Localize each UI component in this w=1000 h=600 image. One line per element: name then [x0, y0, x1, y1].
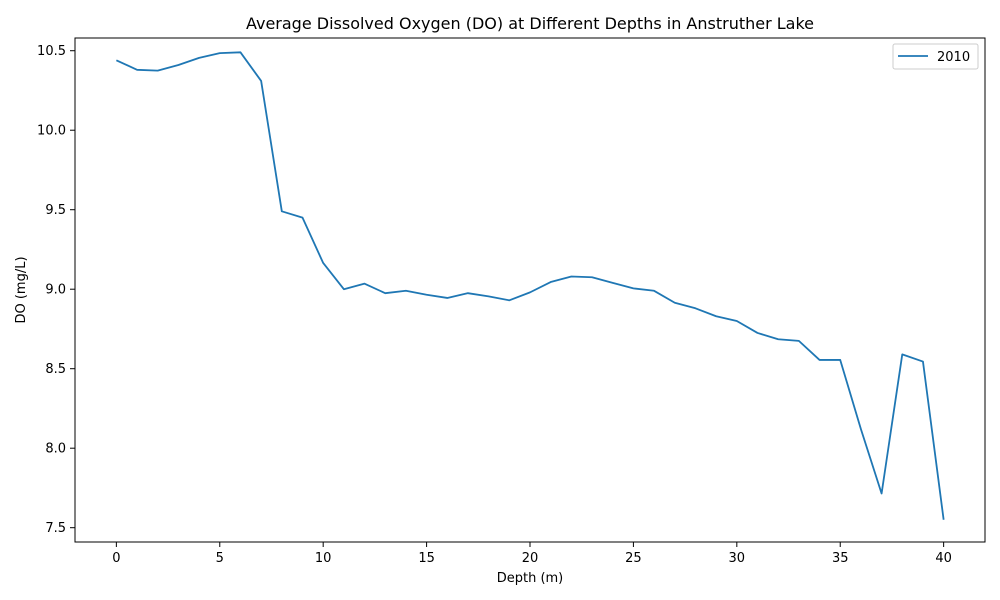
x-tick-label: 15 [418, 551, 435, 566]
legend-label-2010: 2010 [937, 50, 970, 65]
y-tick-label: 10.0 [37, 124, 66, 139]
legend: 2010 [892, 43, 979, 70]
y-tick-label: 7.5 [45, 521, 66, 536]
legend-box [892, 43, 979, 70]
x-tick-label: 25 [625, 551, 642, 566]
y-tick-label: 9.5 [45, 203, 66, 218]
x-tick-label: 5 [216, 551, 224, 566]
y-tick-label: 8.5 [45, 362, 66, 377]
series-line-2010 [115, 51, 945, 520]
y-tick-label: 8.0 [45, 442, 66, 457]
y-axis-label: DO (mg/L) [14, 256, 29, 323]
x-tick-label: 10 [315, 551, 332, 566]
y-tick-label: 10.5 [37, 44, 66, 59]
x-tick-label: 20 [522, 551, 539, 566]
plot-frame [74, 37, 986, 543]
x-tick-label: 40 [935, 551, 952, 566]
x-tick-label: 35 [832, 551, 849, 566]
x-axis-label: Depth (m) [497, 571, 564, 586]
chart-title: Average Dissolved Oxygen (DO) at Differe… [246, 14, 814, 33]
y-tick-label: 9.0 [45, 283, 66, 298]
x-tick-label: 30 [729, 551, 746, 566]
x-tick-label: 0 [112, 551, 120, 566]
